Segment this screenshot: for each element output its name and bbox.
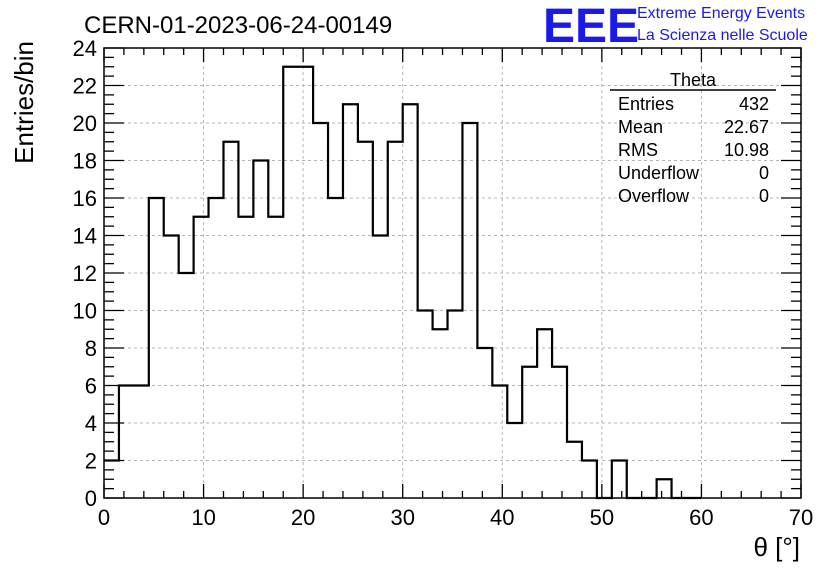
stats-row-value: 22.67 — [724, 117, 769, 137]
stats-row-value: 10.98 — [724, 140, 769, 160]
histogram-bin — [462, 123, 477, 498]
stats-row-label: Underflow — [618, 163, 700, 183]
histogram-bin — [179, 273, 194, 498]
x-tick-label: 70 — [789, 505, 813, 530]
histogram-bin — [492, 386, 507, 499]
histogram-bin — [612, 461, 627, 499]
y-tick-label: 16 — [73, 186, 97, 211]
y-tick-label: 10 — [73, 299, 97, 324]
histogram-bin — [298, 67, 313, 498]
y-tick-label: 8 — [85, 336, 97, 361]
y-tick-label: 0 — [85, 486, 97, 511]
histogram-bin — [164, 236, 179, 499]
stats-row-value: 432 — [739, 94, 769, 114]
histogram-bin — [388, 142, 403, 498]
y-tick-label: 22 — [73, 74, 97, 99]
histogram-bin — [313, 123, 328, 498]
histogram-bin — [223, 142, 238, 498]
x-axis-title: θ [°] — [753, 532, 800, 562]
histogram-bin — [238, 217, 253, 498]
y-axis-title: Entries/bin — [9, 41, 39, 164]
x-tick-label: 20 — [291, 505, 315, 530]
y-tick-label: 6 — [85, 374, 97, 399]
chart-title: CERN-01-2023-06-24-00149 — [84, 12, 392, 39]
histogram-bin — [657, 479, 672, 498]
y-tick-label: 2 — [85, 449, 97, 474]
histogram-bin — [134, 386, 149, 499]
y-tick-label: 4 — [85, 411, 97, 436]
grid — [104, 48, 801, 498]
histogram-bin — [149, 198, 164, 498]
histogram-bin — [253, 161, 268, 499]
histogram-bin — [448, 311, 463, 499]
eee-logo: EEE Extreme Energy Events La Scienza nel… — [543, 0, 808, 53]
histogram-bin — [194, 217, 209, 498]
histogram-bin — [477, 348, 492, 498]
axis-ticks — [103, 47, 802, 499]
histogram-bin — [328, 198, 343, 498]
logo-mark: EEE — [543, 0, 639, 53]
histogram-bin — [582, 461, 597, 499]
stats-row-label: Entries — [618, 94, 674, 114]
y-tick-label: 18 — [73, 149, 97, 174]
y-tick-label: 20 — [73, 111, 97, 136]
histogram-bin — [552, 367, 567, 498]
y-tick-label: 24 — [73, 36, 97, 61]
histogram-bin — [418, 311, 433, 499]
histogram-bin — [343, 104, 358, 498]
y-tick-label: 12 — [73, 261, 97, 286]
stats-row-label: Mean — [618, 117, 663, 137]
y-tick-label: 14 — [73, 224, 97, 249]
x-tick-label: 50 — [590, 505, 614, 530]
x-tick-label: 0 — [98, 505, 110, 530]
histogram-bin — [209, 198, 224, 498]
histogram-bin — [268, 217, 283, 498]
histogram-bin — [433, 329, 448, 498]
histogram-bin — [119, 386, 134, 499]
histogram-bin — [522, 367, 537, 498]
stats-row-value: 0 — [759, 186, 769, 206]
histogram — [104, 65, 702, 500]
stats-row-label: RMS — [618, 140, 658, 160]
histogram-bin — [358, 142, 373, 498]
histogram-bin — [283, 67, 298, 498]
histogram-bin — [507, 423, 522, 498]
stats-title: Theta — [670, 70, 717, 90]
histogram-bin — [537, 329, 552, 498]
histogram-bin — [373, 236, 388, 499]
x-tick-label: 10 — [191, 505, 215, 530]
histogram-bin — [403, 104, 418, 498]
stats-row-label: Overflow — [618, 186, 690, 206]
logo-line2: La Scienza nelle Scuole — [637, 27, 808, 44]
histogram-bin — [567, 442, 582, 498]
stats-box: Theta Entries 432 Mean 22.67 RMS 10.98 Underfl… — [610, 70, 776, 206]
logo-line1: Extreme Energy Events — [637, 5, 805, 22]
x-tick-label: 30 — [390, 505, 414, 530]
x-tick-label: 40 — [490, 505, 514, 530]
x-tick-label: 60 — [689, 505, 713, 530]
histogram-outline — [104, 65, 702, 500]
stats-row-value: 0 — [759, 163, 769, 183]
